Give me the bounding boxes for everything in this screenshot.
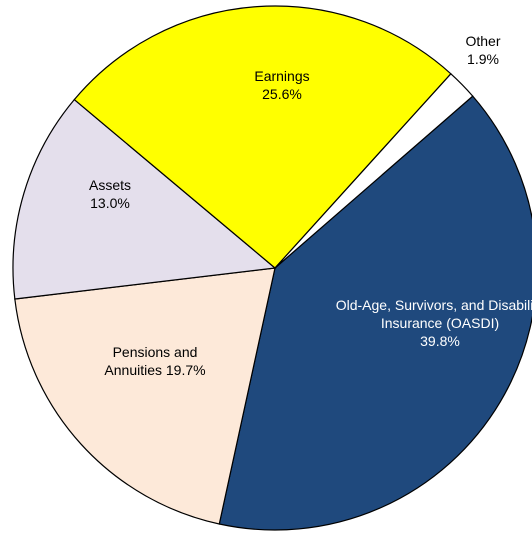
pie-slice (14, 267, 276, 525)
value-label: 25.6% (262, 86, 302, 102)
category-label: Old-Age, Survivors, and Disability Insur… (335, 297, 532, 331)
slice-label: Old-Age, Survivors, and Disability Insur… (335, 296, 532, 350)
pie-slice (12, 98, 277, 300)
slice-label: Pensions and Annuities 19.7% (90, 343, 220, 379)
pie-slice (274, 72, 474, 269)
category-label: Assets (88, 177, 131, 193)
value-label: 19.7% (165, 362, 206, 378)
pie-slice (218, 95, 532, 531)
slice-label: Other 1.9% (453, 32, 513, 68)
pie-slice (73, 5, 452, 269)
value-label: 39.8% (420, 333, 460, 349)
category-label: Earnings (254, 68, 310, 84)
value-label: 1.9% (467, 51, 499, 67)
slice-label: Assets 13.0% (60, 176, 160, 212)
category-label: Pensions and Annuities (104, 344, 198, 378)
value-label: 13.0% (90, 195, 130, 211)
category-label: Other (465, 33, 501, 49)
slice-label: Earnings 25.6% (222, 67, 342, 103)
